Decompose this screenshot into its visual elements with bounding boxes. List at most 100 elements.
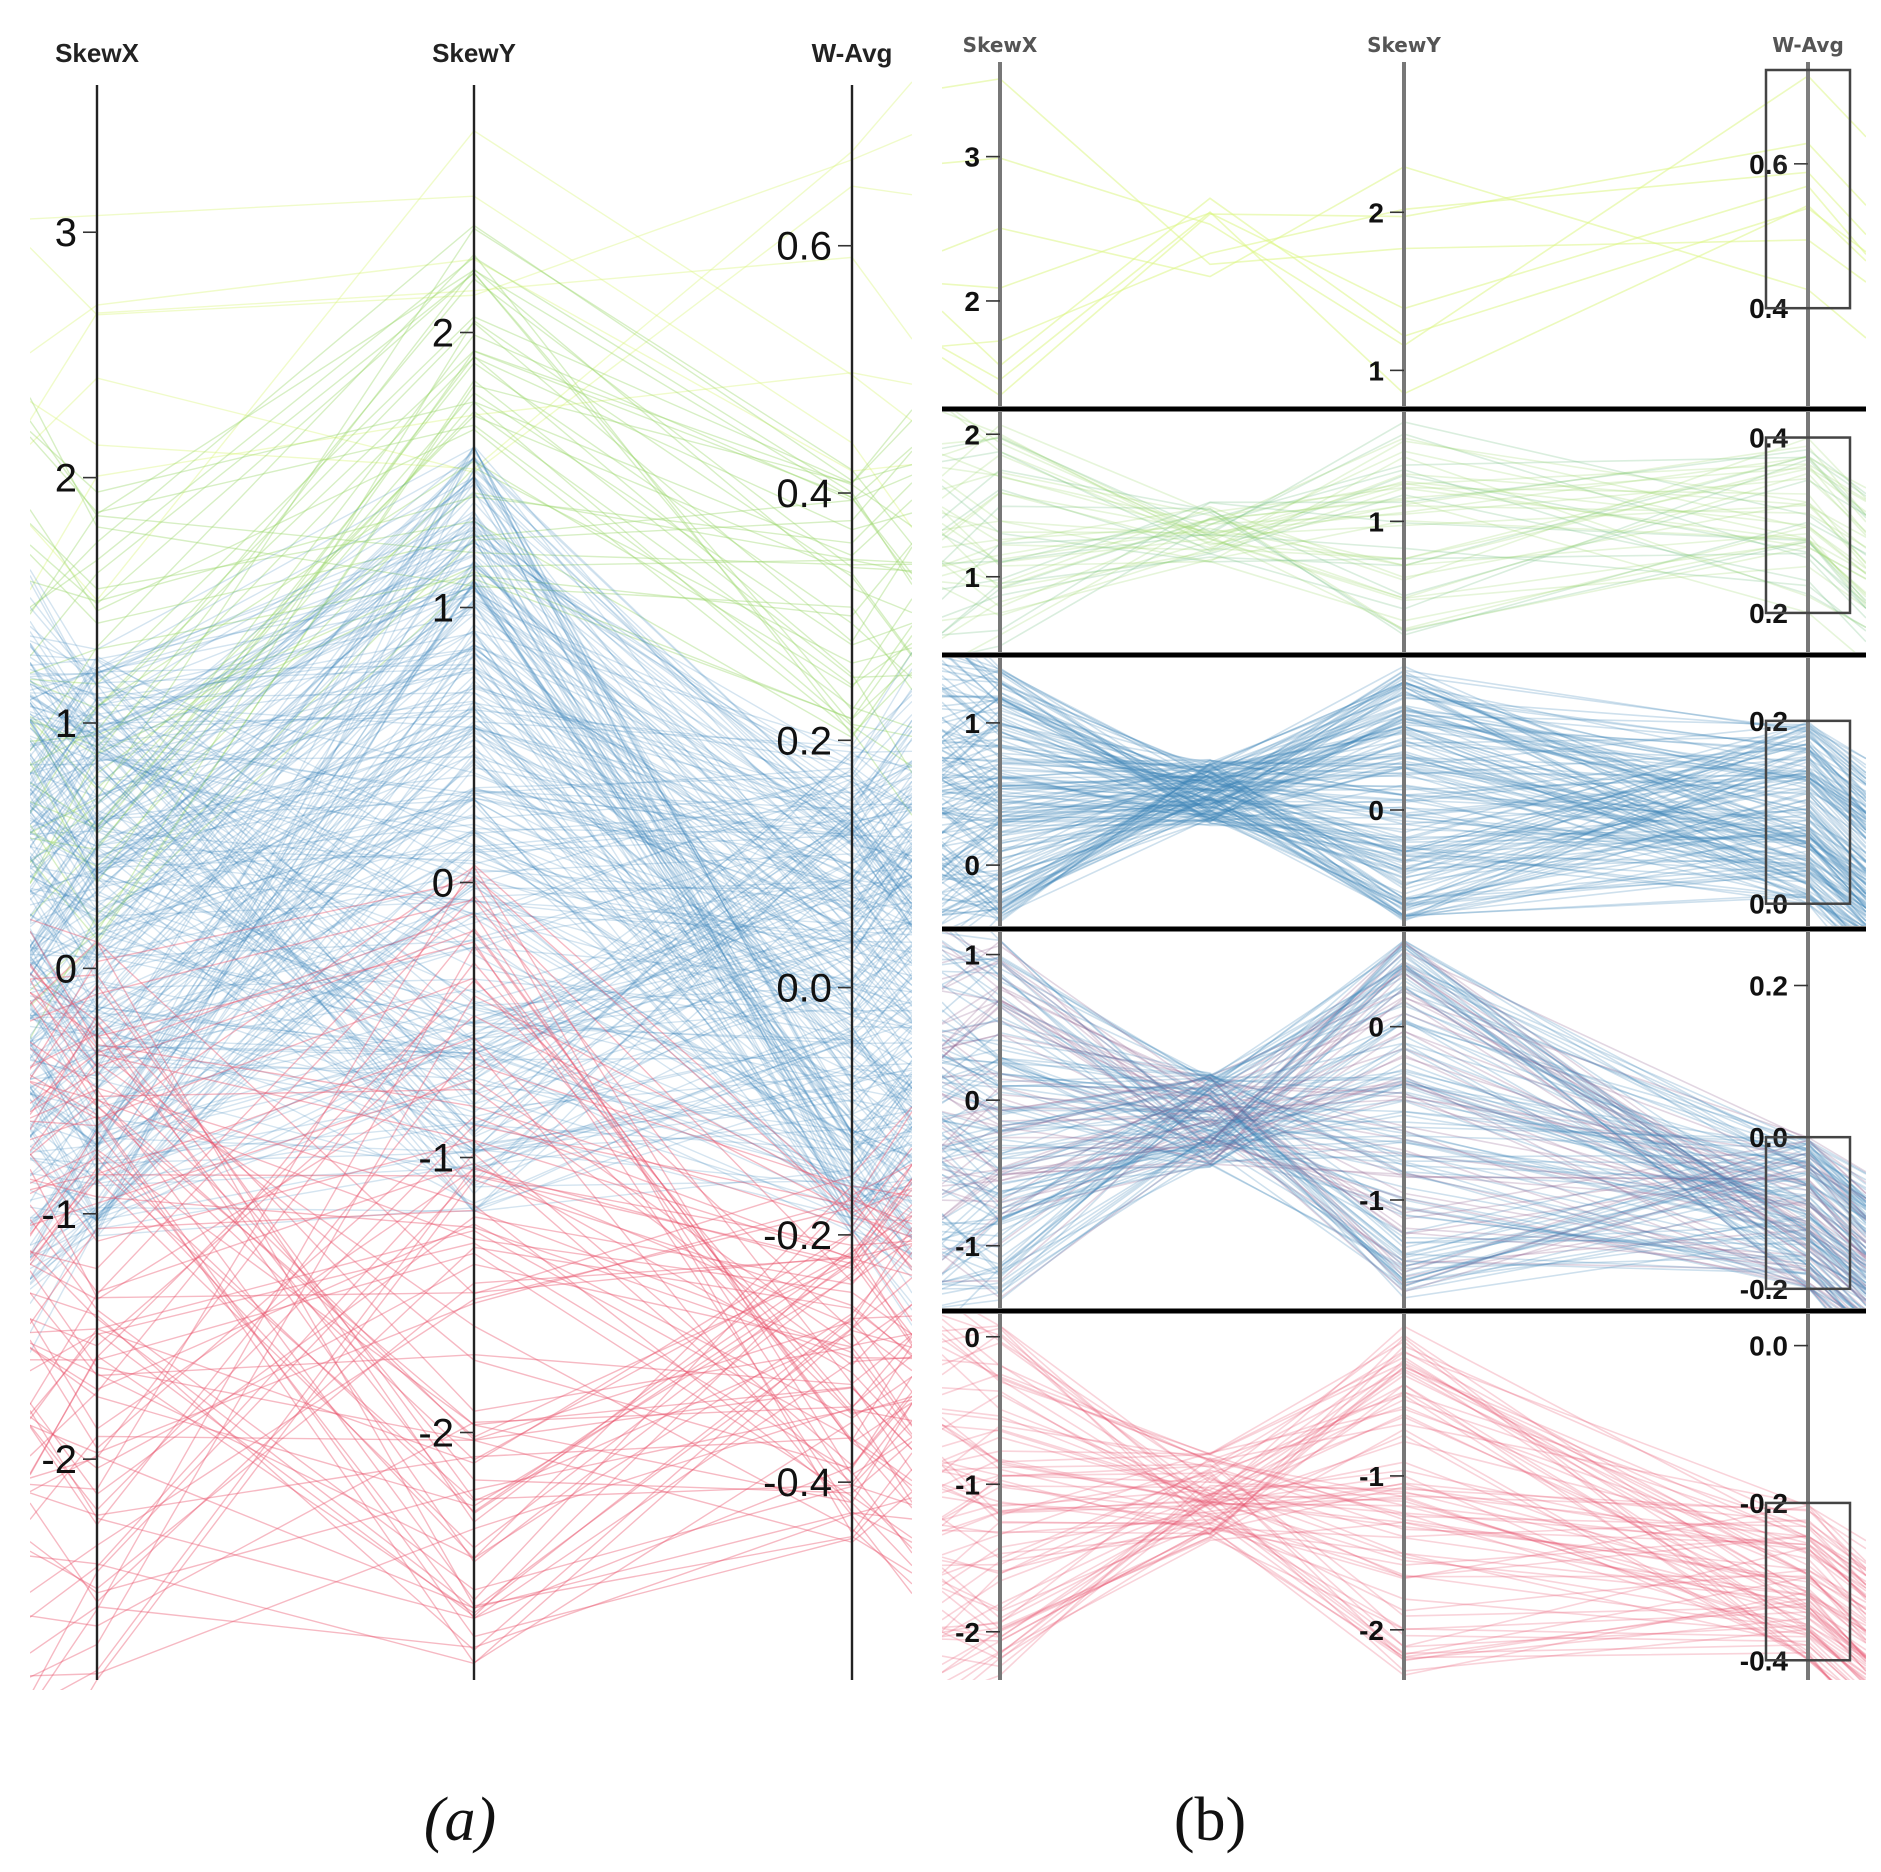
series-line-blue-upper (942, 760, 1866, 881)
series-line-blue-upper (942, 749, 1846, 926)
series-line-blue-lower (942, 1094, 1866, 1236)
series-line-red (942, 1370, 1866, 1660)
series-line-blue-lower (942, 1041, 1866, 1245)
series-line-red (942, 1325, 1866, 1601)
series-line-blue-upper (942, 760, 1866, 906)
tick-label: 1 (964, 940, 980, 971)
series-line-red (942, 1460, 1866, 1592)
series-line-blue-lower (942, 1090, 1866, 1259)
series-line-blue-upper (942, 753, 1866, 880)
series-line-blue-upper (942, 716, 1866, 925)
series-line-blue-upper (942, 706, 1866, 818)
series-line-blue-upper (942, 683, 1865, 926)
series-line-blue-lower (942, 954, 1866, 1217)
series-line-blue-upper (965, 658, 1866, 821)
series-line-green (942, 435, 1866, 575)
series-line-blue-lower (942, 969, 1866, 1284)
series-line-red (985, 1476, 1848, 1680)
series-line-blue-lower (942, 1031, 1866, 1249)
series-line-blue-upper (942, 785, 1866, 868)
series-line-red (942, 1383, 1839, 1680)
series-line-blue-lower (942, 999, 1866, 1259)
series-line-blue-upper (942, 675, 1866, 919)
series-line-blue-lower (942, 1057, 1866, 1288)
series-line-blue-lower (942, 1034, 1858, 1308)
tick-label: -1 (955, 1231, 980, 1262)
tick-label: 0.0 (1749, 1331, 1788, 1362)
tick-label: 0.2 (776, 719, 832, 763)
series-line-blue-upper (942, 775, 1866, 880)
series-line-blue-lower (942, 1047, 1856, 1308)
tick-label: 3 (964, 142, 980, 173)
series-line-green (942, 455, 1866, 634)
axis-skewy: 0 -1 (1359, 932, 1406, 1308)
series-line-red (942, 1362, 1866, 1670)
series-line-blue-upper (942, 669, 1866, 900)
brush-selection[interactable] (1764, 68, 1852, 310)
series-line-blue-upper (942, 776, 1840, 926)
series-line-red (942, 1520, 1866, 1676)
series-line-green (942, 469, 1866, 597)
tick-label: 0.2 (1749, 971, 1788, 1002)
brush-selection[interactable] (1764, 719, 1852, 905)
tick-label: 1 (964, 708, 980, 739)
series-line-blue-lower (942, 1088, 1866, 1301)
brush-selection[interactable] (1764, 1501, 1852, 1662)
series-line-blue-lower (942, 1062, 1866, 1306)
series-line-green (942, 466, 1866, 568)
series-line-red (942, 1354, 1866, 1579)
series-line-red (942, 1314, 1866, 1586)
series-line-red (942, 1485, 1866, 1675)
axis-label: SkewY (432, 38, 516, 68)
series-line-blue-upper (942, 756, 1866, 877)
series-line-blue-upper (942, 724, 1866, 840)
series-line-red (942, 1390, 1862, 1680)
series-line-blue-upper (942, 675, 1864, 926)
tick-label: 2 (964, 419, 980, 450)
series-line-red (942, 1473, 1866, 1659)
panel-b-parallel-coordinates: SkewXSkewYW-Avg32210.60.42110.40.21000.2… (942, 33, 1866, 1680)
series-line-green (942, 456, 1866, 634)
series-line-red (942, 1483, 1866, 1627)
series-line-red (942, 1504, 1866, 1613)
series-line-blue-upper (942, 680, 1866, 898)
brush-selection[interactable] (1764, 1135, 1852, 1291)
series-line-blue-lower (948, 932, 1866, 1291)
series-line-blue-upper (974, 658, 1866, 886)
axis-label-w-avg: W-Avg (1772, 33, 1844, 57)
series-line-green (942, 463, 1866, 577)
series-line-blue-upper (942, 743, 1866, 897)
series-line-blue-upper (942, 697, 1866, 854)
series-line-blue-lower (942, 1083, 1844, 1308)
series-line-blue-lower (942, 1075, 1866, 1307)
series-line-blue-lower (942, 932, 1859, 1308)
series-line-blue-lower (942, 1019, 1863, 1308)
brush-selection[interactable] (1764, 436, 1852, 615)
series-line-blue-upper (942, 779, 1866, 926)
series-line-blue-upper (942, 811, 1866, 905)
series-line-green (969, 468, 1866, 652)
series-line-blue-lower (942, 1079, 1866, 1271)
subplot-blue-upper: 1000.20.0 (942, 658, 1866, 926)
series-line-blue-lower (942, 1072, 1866, 1305)
tick-label: 3 (55, 211, 77, 255)
series-line-red (946, 1521, 1866, 1680)
series-line-blue-upper (942, 712, 1866, 863)
series-line-blue-lower (942, 1113, 1866, 1289)
tick-label: -1 (41, 1193, 77, 1237)
series-line-blue-upper (942, 708, 1866, 886)
series-line-red (942, 1464, 1866, 1667)
series-line-green (942, 507, 1866, 632)
series-line-blue-lower (942, 971, 1866, 1295)
series-line-blue-lower (942, 1059, 1828, 1308)
series-line-blue-lower (942, 1105, 1866, 1260)
series-line-blue-upper (942, 739, 1843, 926)
series-line-blue-upper (956, 658, 1866, 901)
series-line-blue-lower (942, 1034, 1866, 1281)
series-line-blue-upper (942, 741, 1866, 873)
series-line-blue-lower (942, 944, 1866, 1256)
tick-label: 0.0 (776, 967, 832, 1011)
series-line-blue-lower (942, 964, 1866, 1289)
panel-b-axis-labels: SkewX SkewY W-Avg (963, 33, 1844, 57)
